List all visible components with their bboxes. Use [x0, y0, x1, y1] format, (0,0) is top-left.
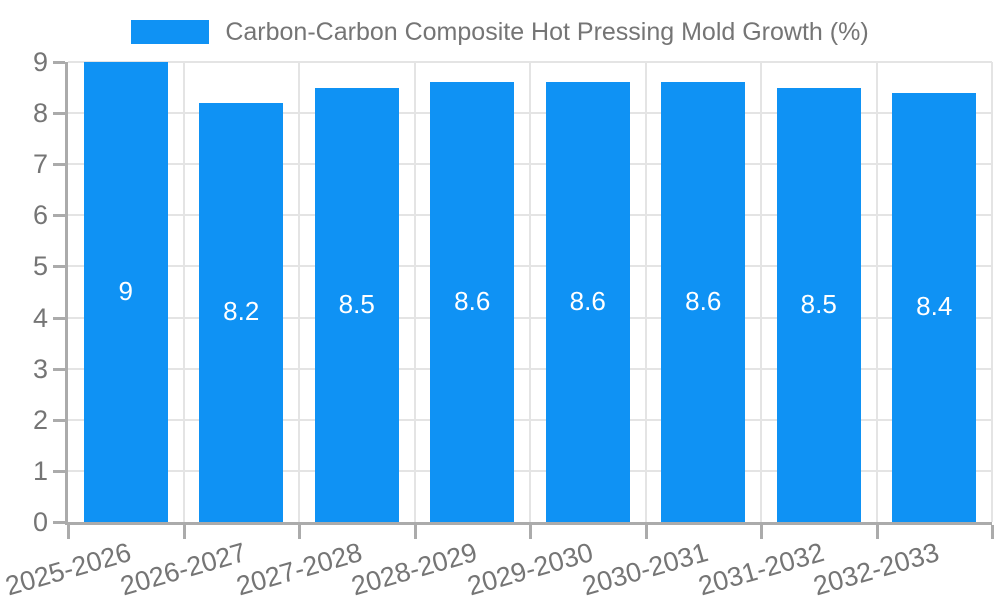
- y-axis-tick: [53, 112, 65, 116]
- y-tick-label: 0: [32, 507, 48, 537]
- y-tick-label: 1: [32, 455, 48, 486]
- x-axis-tick: [182, 525, 186, 539]
- bar[interactable]: [545, 82, 630, 522]
- y-axis-tick: [53, 367, 65, 371]
- y-tick-label: 4: [32, 302, 48, 333]
- y-tick-label: 8: [32, 98, 48, 129]
- y-axis-tick: [53, 469, 65, 473]
- y-axis-tick: [53, 265, 65, 269]
- bar-value-label: 8.6: [454, 286, 491, 317]
- x-tick-label: 2031-2032: [694, 537, 828, 602]
- legend-swatch: [131, 20, 210, 44]
- y-tick-label: 5: [32, 251, 48, 282]
- v-gridline: [182, 62, 185, 522]
- x-axis-tick: [529, 525, 532, 539]
- y-tick-label: 7: [32, 149, 48, 180]
- x-axis-line: [65, 522, 992, 525]
- v-gridline: [760, 62, 762, 522]
- y-axis-tick: [53, 214, 65, 218]
- x-axis-tick: [991, 525, 994, 539]
- bar-value-label: 8.5: [800, 288, 837, 319]
- x-tick-label: 2032-2033: [810, 537, 943, 602]
- v-gridline: [529, 62, 531, 522]
- y-axis-tick: [53, 61, 65, 64]
- bar[interactable]: [661, 82, 746, 522]
- x-axis-tick: [760, 525, 763, 539]
- bar-value-label: 8.6: [569, 286, 606, 317]
- bar-value-label: 9: [118, 276, 133, 306]
- bar[interactable]: [892, 92, 977, 522]
- x-tick-label: 2026-2027: [117, 537, 250, 602]
- v-gridline: [644, 62, 647, 522]
- legend[interactable]: Carbon-Carbon Composite Hot Pressing Mol…: [0, 16, 1000, 48]
- v-gridline: [413, 62, 416, 522]
- bar-value-label: 8.5: [338, 288, 375, 319]
- v-gridline: [991, 62, 993, 522]
- x-axis-tick: [298, 525, 301, 539]
- bar[interactable]: [199, 102, 284, 522]
- x-tick-label: 2025-2026: [1, 537, 135, 602]
- x-axis-tick: [413, 525, 417, 539]
- x-tick-label: 2030-2031: [579, 537, 712, 602]
- v-gridline: [298, 62, 300, 522]
- y-axis-tick: [53, 163, 65, 167]
- y-axis-tick: [53, 521, 65, 524]
- v-gridline: [875, 62, 878, 522]
- x-tick-label: 2029-2030: [463, 537, 597, 602]
- x-tick-label: 2027-2028: [232, 537, 366, 602]
- y-tick-label: 9: [32, 47, 48, 77]
- y-tick-label: 2: [32, 404, 48, 435]
- bar-value-label: 8.4: [916, 291, 953, 322]
- legend-series-label: Carbon-Carbon Composite Hot Pressing Mol…: [225, 17, 869, 46]
- x-axis-tick: [644, 525, 648, 539]
- y-axis-tick: [53, 316, 65, 320]
- y-tick-label: 6: [32, 200, 48, 231]
- y-axis-line: [65, 62, 68, 525]
- bar-value-label: 8.2: [223, 296, 260, 327]
- bar[interactable]: [83, 62, 168, 522]
- bar[interactable]: [430, 82, 515, 522]
- x-axis-tick: [67, 525, 70, 539]
- y-tick-label: 3: [32, 353, 48, 384]
- bar[interactable]: [314, 87, 399, 522]
- x-axis-tick: [875, 525, 879, 539]
- bar-value-label: 8.6: [685, 286, 722, 317]
- bar[interactable]: [776, 87, 861, 522]
- x-tick-label: 2028-2029: [348, 537, 481, 602]
- y-axis-tick: [53, 418, 65, 422]
